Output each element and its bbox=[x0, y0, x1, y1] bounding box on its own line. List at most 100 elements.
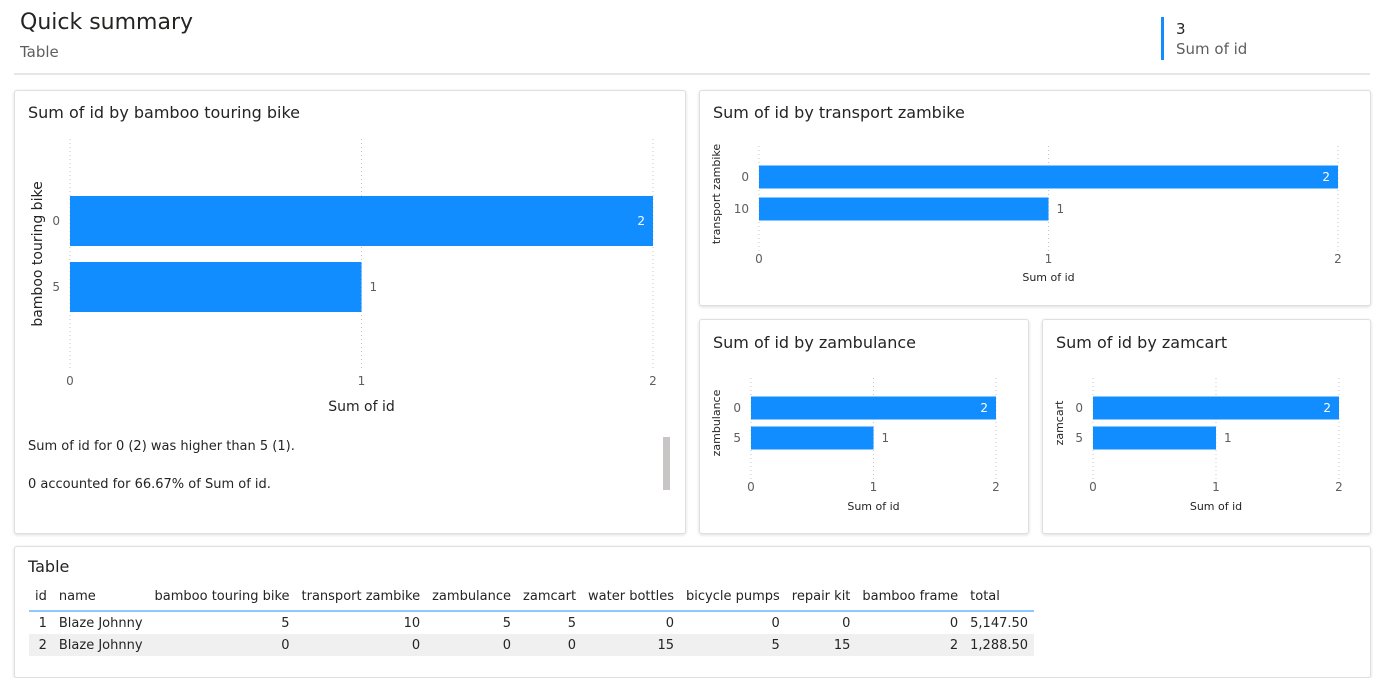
cell-zamcart: 0 bbox=[517, 634, 583, 656]
chart-title: Sum of id by bamboo touring bike bbox=[28, 103, 300, 122]
y-category-label: 0 bbox=[52, 214, 60, 228]
bar bbox=[759, 165, 1338, 189]
chart-card-zamcart[interactable]: Sum of id by zamcart 0 1 2 0 2 5 1 Sum of id zam… bbox=[1042, 319, 1371, 534]
x-tick-label: 1 bbox=[870, 480, 878, 494]
data-label: 2 bbox=[637, 214, 645, 228]
column-header-bamboo-touring-bike[interactable]: bamboo touring bike bbox=[148, 582, 296, 612]
narrative-scrollbar[interactable] bbox=[663, 437, 670, 490]
data-label: 1 bbox=[1057, 202, 1065, 216]
cell-repair-kit: 0 bbox=[842, 615, 851, 631]
column-header-repair-kit[interactable]: repair kit bbox=[785, 582, 857, 612]
column-header-transport-zambike[interactable]: transport zambike bbox=[295, 582, 427, 612]
cell-bamboo-touring-bike: 5 bbox=[281, 615, 290, 631]
page-subtitle: Table bbox=[20, 43, 59, 61]
column-header-name[interactable]: name bbox=[52, 582, 149, 612]
cell-repair-kit: 15 bbox=[785, 634, 857, 656]
table-row[interactable]: 2 Blaze Johnny 0 0 0 0 15 5 15 2 1,288.5… bbox=[29, 634, 1035, 656]
x-tick-label: 2 bbox=[1334, 252, 1342, 266]
smart-narrative-line-1: Sum of id for 0 (2) was higher than 5 (1… bbox=[28, 439, 295, 454]
cell-total: 1,288.50 bbox=[964, 634, 1035, 656]
y-category-label: 0 bbox=[741, 170, 749, 184]
cell-name: Blaze Johnny bbox=[58, 615, 143, 631]
cell-total: 5,147.50 bbox=[970, 615, 1029, 631]
y-category-label: 5 bbox=[52, 280, 60, 294]
kpi-value: 3 bbox=[1176, 20, 1186, 38]
column-header-id[interactable]: id bbox=[29, 582, 53, 612]
x-tick-label: 1 bbox=[358, 374, 366, 388]
column-header-zamcart[interactable]: zamcart bbox=[517, 582, 583, 612]
data-label: 2 bbox=[980, 401, 988, 415]
header-divider bbox=[14, 73, 1370, 75]
data-label: 1 bbox=[1224, 431, 1232, 445]
y-category-label: 5 bbox=[1075, 431, 1083, 445]
x-axis-title: Sum of id bbox=[328, 399, 395, 415]
table-card[interactable]: Table id name bamboo touring bike transp… bbox=[14, 546, 1371, 678]
table-row[interactable]: 1 Blaze Johnny 5 10 5 5 0 0 0 0 5,147.50 bbox=[29, 611, 1034, 634]
bar-chart-zambulance[interactable]: 0 1 2 0 2 5 1 Sum of id zambulance bbox=[700, 320, 1028, 533]
cell-transport-zambike: 0 bbox=[295, 634, 427, 656]
x-tick-label: 0 bbox=[755, 252, 763, 266]
page-title: Quick summary bbox=[20, 10, 194, 35]
bar bbox=[751, 396, 996, 420]
cell-water-bottles: 0 bbox=[665, 615, 675, 631]
cell-id: 1 bbox=[38, 615, 47, 631]
x-tick-label: 1 bbox=[1045, 252, 1053, 266]
bar-chart-transport-zambike[interactable]: 0 1 2 0 2 10 1 Sum of id transport zambike bbox=[700, 91, 1370, 305]
x-tick-label: 2 bbox=[992, 480, 1000, 494]
cell-id: 2 bbox=[29, 634, 53, 656]
chart-card-zambulance[interactable]: Sum of id by zambulance 0 1 2 0 2 5 1 Sum of id… bbox=[699, 319, 1029, 534]
x-tick-label: 0 bbox=[66, 374, 74, 388]
x-axis-title: Sum of id bbox=[847, 500, 899, 513]
kpi-accent-bar bbox=[1161, 17, 1164, 60]
x-tick-label: 0 bbox=[1089, 480, 1097, 494]
y-axis-title: zambulance bbox=[710, 389, 723, 456]
data-label: 2 bbox=[1322, 170, 1330, 184]
cell-bamboo-touring-bike: 0 bbox=[148, 634, 296, 656]
y-axis-title: bamboo touring bike bbox=[30, 181, 46, 326]
x-tick-label: 2 bbox=[649, 374, 657, 388]
smart-narrative-line-2: 0 accounted for 66.67% of Sum of id. bbox=[28, 477, 271, 492]
x-tick-label: 0 bbox=[747, 480, 755, 494]
y-category-label: 10 bbox=[734, 202, 749, 216]
bar bbox=[1093, 396, 1339, 420]
column-header-total[interactable]: total bbox=[964, 582, 1035, 612]
report-header: Quick summary Table 3 Sum of id bbox=[0, 0, 1382, 76]
table-title: Table bbox=[28, 557, 70, 576]
data-label: 2 bbox=[1323, 401, 1331, 415]
chart-title: Sum of id by zamcart bbox=[1056, 333, 1228, 352]
cell-zambulance: 0 bbox=[426, 634, 518, 656]
bar-chart-bamboo-touring-bike[interactable]: 0 1 2 0 2 5 1 Sum of id bamboo touring bike bbox=[15, 91, 685, 421]
bar bbox=[70, 196, 653, 246]
column-header-bicycle-pumps[interactable]: bicycle pumps bbox=[680, 582, 786, 612]
bar-chart-zamcart[interactable]: 0 1 2 0 2 5 1 Sum of id zamcart bbox=[1043, 320, 1370, 533]
chart-card-bamboo-touring-bike[interactable]: Sum of id by bamboo touring bike 0 1 2 0 2 5 1… bbox=[14, 90, 686, 534]
data-label: 1 bbox=[370, 280, 378, 294]
chart-card-transport-zambike[interactable]: Sum of id by transport zambike 0 1 2 0 2 10 1 S… bbox=[699, 90, 1371, 306]
bar bbox=[759, 197, 1049, 221]
cell-transport-zambike: 10 bbox=[403, 615, 421, 631]
x-tick-label: 2 bbox=[1335, 480, 1343, 494]
x-axis-title: Sum of id bbox=[1190, 500, 1242, 513]
y-category-label: 5 bbox=[733, 431, 741, 445]
column-header-zambulance[interactable]: zambulance bbox=[426, 582, 518, 612]
bar bbox=[70, 262, 362, 312]
bar bbox=[1093, 426, 1216, 450]
cell-bicycle-pumps: 5 bbox=[680, 634, 786, 656]
y-category-label: 0 bbox=[733, 401, 741, 415]
x-axis-title: Sum of id bbox=[1022, 271, 1074, 284]
y-category-label: 0 bbox=[1075, 401, 1083, 415]
column-header-water-bottles[interactable]: water bottles bbox=[582, 582, 681, 612]
cell-zamcart: 5 bbox=[567, 615, 577, 631]
bar bbox=[751, 426, 874, 450]
x-tick-label: 1 bbox=[1212, 480, 1220, 494]
y-axis-title: zamcart bbox=[1053, 400, 1066, 446]
cell-zambulance: 5 bbox=[502, 615, 512, 631]
column-header-bamboo-frame[interactable]: bamboo frame bbox=[856, 582, 965, 612]
data-label: 1 bbox=[882, 431, 890, 445]
cell-bamboo-frame: 2 bbox=[856, 634, 965, 656]
kpi-label: Sum of id bbox=[1176, 40, 1248, 58]
cell-bicycle-pumps: 0 bbox=[771, 615, 780, 631]
cell-name: Blaze Johnny bbox=[52, 634, 149, 656]
table-header-row: id name bamboo touring bike transport za… bbox=[29, 582, 1035, 612]
chart-title: Sum of id by transport zambike bbox=[713, 103, 965, 122]
